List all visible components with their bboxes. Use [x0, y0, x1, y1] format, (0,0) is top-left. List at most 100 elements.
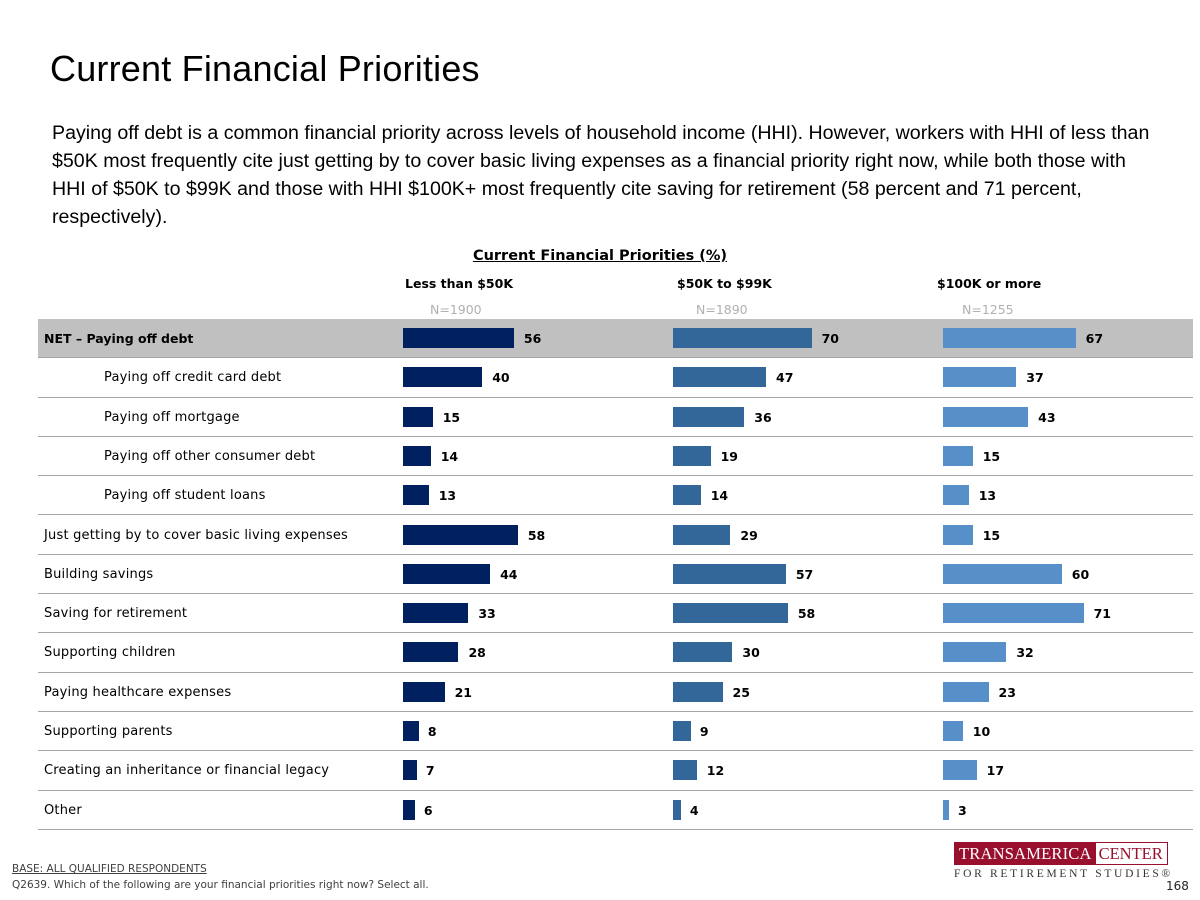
row-label: Saving for retirement	[44, 606, 188, 622]
table-row: Supporting children 28 30 32	[38, 633, 1193, 673]
bar-series-2	[673, 760, 697, 781]
bar-series-3	[943, 328, 1076, 348]
data-label-series-3: 43	[1038, 409, 1056, 425]
data-label-series-2: 19	[720, 448, 739, 464]
bar-series-1	[403, 760, 417, 781]
bar-series-2	[673, 406, 745, 427]
table-row: Building savings 44 57 60	[38, 555, 1193, 595]
bar-series-3	[943, 760, 977, 781]
data-label-series-1: 40	[492, 370, 510, 386]
table-row: Supporting parents 8 9 10	[38, 712, 1193, 752]
bar-series-3	[943, 799, 949, 820]
data-label-series-2: 36	[754, 409, 772, 425]
data-label-series-3: 15	[982, 527, 1001, 543]
data-label-series-3: 60	[1071, 566, 1090, 582]
bar-series-1	[403, 485, 429, 506]
data-label-series-1: 44	[500, 566, 518, 582]
data-label-series-3: 13	[978, 488, 997, 504]
series-header-3: $100K or more	[937, 276, 1042, 291]
bar-series-1	[403, 524, 518, 545]
data-label-series-3: 15	[982, 448, 1001, 464]
bar-series-3	[943, 485, 969, 506]
bar-series-3	[943, 721, 963, 741]
bar-series-1	[403, 603, 469, 624]
bar-series-2	[673, 721, 691, 741]
bar-series-1	[403, 445, 431, 466]
bar-series-1	[403, 328, 514, 348]
bar-series-2	[673, 524, 731, 545]
bar-series-3	[943, 406, 1029, 427]
bar-series-3	[943, 642, 1007, 663]
row-label: NET – Paying off debt	[44, 331, 194, 346]
bar-series-3	[943, 563, 1062, 584]
summary-text: Paying off debt is a common financial pr…	[52, 122, 1150, 228]
series-n-1: N=1900	[430, 302, 482, 317]
bar-series-3	[943, 367, 1017, 388]
data-label-series-1: 28	[468, 645, 486, 661]
data-label-series-2: 58	[797, 606, 816, 622]
data-label-series-2: 47	[776, 370, 794, 386]
data-label-series-1: 7	[425, 763, 435, 779]
bar-series-2	[673, 642, 733, 663]
transamerica-logo: TRANSAMERICA CENTER FOR RETIREMENT STUDI…	[954, 842, 1173, 880]
table-row: Paying healthcare expenses 21 25 23	[38, 673, 1193, 712]
chart-title: Current Financial Priorities (%)	[472, 248, 728, 264]
bar-series-2	[673, 485, 701, 506]
bar-series-2	[673, 367, 767, 388]
row-label: Paying healthcare expenses	[44, 684, 232, 700]
table-row: Saving for retirement 33 58 71	[38, 594, 1193, 634]
data-label-series-2: 70	[821, 331, 839, 346]
data-label-series-2: 4	[689, 802, 699, 818]
bar-series-2	[673, 328, 812, 348]
logo-transamerica: TRANSAMERICA	[954, 842, 1096, 865]
table-row: Paying off student loans 13 14 13	[38, 476, 1193, 516]
chart-title-wrapper: Current Financial Priorities (%)	[0, 248, 1200, 264]
series-n-3: N=1255	[962, 302, 1014, 317]
table-row: Creating an inheritance or financial leg…	[38, 751, 1193, 791]
data-label-series-3: 17	[986, 763, 1005, 779]
data-label-series-1: 6	[423, 802, 433, 818]
data-label-series-1: 21	[454, 684, 472, 700]
series-header-1: Less than $50K	[405, 276, 514, 291]
row-label: Other	[44, 802, 82, 818]
row-label: Paying off student loans	[104, 488, 266, 504]
data-label-series-1: 15	[442, 409, 461, 425]
bar-series-1	[403, 681, 445, 702]
row-label: Building savings	[44, 566, 154, 582]
logo-center: CENTER	[1095, 842, 1168, 865]
table-row: Paying off other consumer debt 14 19 15	[38, 437, 1193, 477]
page-title: Current Financial Priorities	[50, 48, 480, 89]
table-row: Just getting by to cover basic living ex…	[38, 516, 1193, 555]
logo-top: TRANSAMERICA CENTER	[954, 842, 1173, 865]
data-label-series-3: 32	[1016, 645, 1034, 661]
logo-subtitle: FOR RETIREMENT STUDIES®	[954, 868, 1173, 880]
bar-series-1	[403, 563, 491, 584]
table-row: NET – Paying off debt 56 70 67	[38, 319, 1193, 359]
data-label-series-3: 10	[972, 724, 991, 739]
data-label-series-2: 9	[699, 724, 709, 739]
data-label-series-3: 37	[1026, 370, 1044, 386]
bar-series-2	[673, 563, 786, 584]
data-label-series-3: 3	[957, 802, 967, 818]
row-label: Creating an inheritance or financial leg…	[44, 763, 330, 779]
series-n-2: N=1890	[696, 302, 748, 317]
page-number: 168	[1166, 879, 1189, 893]
data-label-series-1: 56	[523, 331, 542, 346]
data-label-series-2: 30	[742, 645, 760, 661]
row-label: Paying off mortgage	[104, 409, 240, 425]
data-label-series-1: 33	[478, 606, 496, 622]
bar-series-2	[673, 799, 681, 820]
data-label-series-1: 14	[440, 448, 459, 464]
bar-series-2	[673, 603, 788, 624]
bar-series-3	[943, 524, 973, 545]
data-label-series-3: 67	[1085, 331, 1104, 346]
series-header-2: $50K to $99K	[677, 276, 772, 291]
bar-series-1	[403, 721, 419, 741]
row-label: Just getting by to cover basic living ex…	[44, 527, 349, 543]
data-label-series-2: 25	[732, 684, 750, 700]
base-note: BASE: ALL QUALIFIED RESPONDENTS	[12, 863, 207, 875]
table-row: Paying off mortgage 15 36 43	[38, 398, 1193, 437]
bar-series-3	[943, 603, 1084, 624]
data-label-series-1: 13	[438, 488, 457, 504]
question-note: Q2639. Which of the following are your f…	[12, 879, 429, 891]
